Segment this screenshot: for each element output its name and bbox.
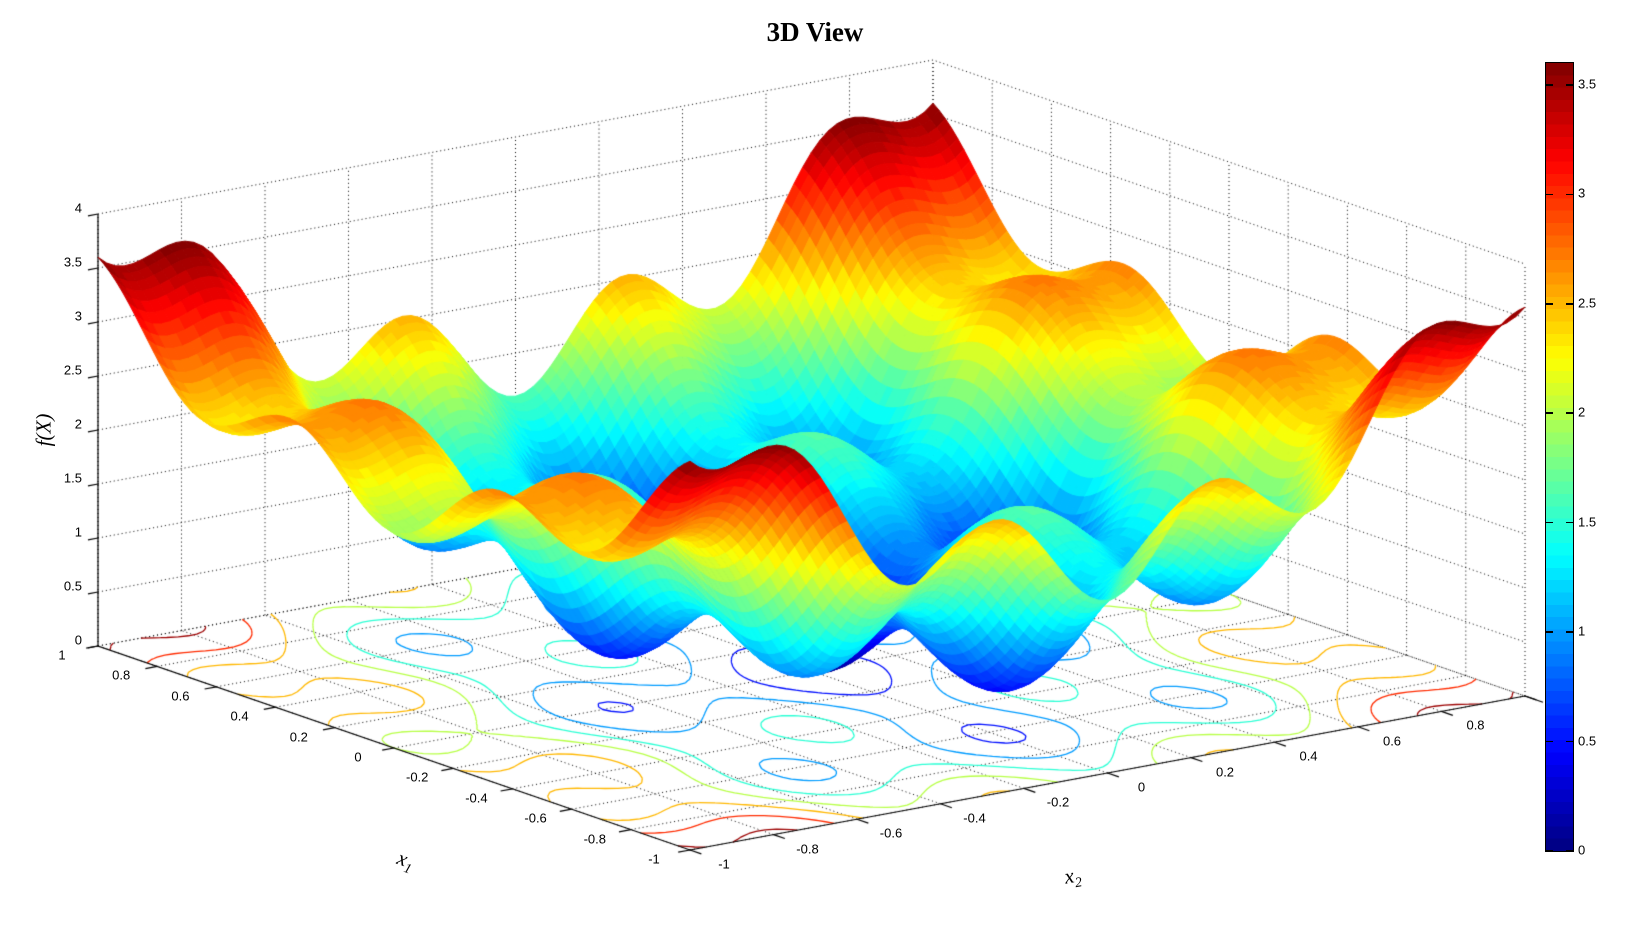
x1-tick-label: 0.4 xyxy=(230,708,249,724)
x2-tick-label: 0.8 xyxy=(1466,717,1485,733)
x1-tick-label: 0.2 xyxy=(289,729,308,745)
colorbar-tick-label: 0.5 xyxy=(1578,733,1597,749)
colorbar-tick-mark-left xyxy=(1546,521,1553,524)
z-axis-label: f(X) xyxy=(31,413,56,447)
x2-tick-label: -0.6 xyxy=(879,825,903,841)
colorbar-tick-mark-right xyxy=(1566,84,1573,86)
z-tick-label: 1 xyxy=(74,524,82,540)
z-tick-label: 3.5 xyxy=(63,254,82,270)
z-tick-label: 2 xyxy=(74,416,82,432)
colorbar-tick-mark-left xyxy=(1546,740,1553,743)
colorbar-tick-mark-right xyxy=(1566,193,1573,196)
x2-tick-label: 0 xyxy=(1137,779,1146,795)
colorbar-tick-mark-right xyxy=(1566,850,1573,852)
x1-tick-label: 1 xyxy=(58,647,66,663)
z-tick-label: 0 xyxy=(74,632,82,648)
x1-tick-label: -0.4 xyxy=(465,790,488,806)
colorbar-tick-label: 1 xyxy=(1578,623,1586,639)
x1-tick-label: -0.2 xyxy=(405,769,429,785)
x1-tick-label: -1 xyxy=(648,851,660,867)
z-tick-label: 2.5 xyxy=(63,362,82,378)
plot-title: 3D View xyxy=(766,17,864,47)
colorbar-tick-label: 2 xyxy=(1578,404,1586,420)
x2-tick-label: -0.2 xyxy=(1046,794,1070,810)
x2-tick-label: -0.4 xyxy=(963,810,986,826)
colorbar-tick-label: 3.5 xyxy=(1578,76,1597,92)
x2-tick-label: 0.4 xyxy=(1299,748,1318,764)
colorbar-tick-mark-left xyxy=(1546,412,1553,415)
z-tick-label: 1.5 xyxy=(63,470,82,486)
colorbar-tick-mark-left xyxy=(1546,84,1553,86)
x2-tick-label: -1 xyxy=(718,856,730,872)
colorbar xyxy=(1545,62,1574,852)
x1-tick-label: -0.6 xyxy=(524,810,547,826)
colorbar-tick-mark-right xyxy=(1566,521,1573,524)
x1-tick-label: 0 xyxy=(354,749,362,765)
colorbar-tick-mark-right xyxy=(1566,740,1573,743)
colorbar-tick-mark-left xyxy=(1546,193,1553,196)
x1-tick-label: 0.8 xyxy=(112,667,131,683)
colorbar-tick-mark-left xyxy=(1546,302,1553,305)
colorbar-tick-mark-left xyxy=(1546,850,1553,852)
x2-tick-label: 0.2 xyxy=(1215,764,1235,780)
z-tick-label: 0.5 xyxy=(63,578,82,594)
x2-tick-label: 0.6 xyxy=(1382,733,1402,749)
z-tick-label: 4 xyxy=(74,200,82,216)
x1-tick-label: 0.6 xyxy=(171,688,190,704)
colorbar-tick-mark-right xyxy=(1566,412,1573,415)
colorbar-gradient xyxy=(1546,63,1573,851)
colorbar-tick-label: 0 xyxy=(1578,842,1586,858)
colorbar-tick-label: 3 xyxy=(1578,185,1586,201)
z-tick-label: 3 xyxy=(74,308,82,324)
colorbar-tick-label: 1.5 xyxy=(1578,514,1597,530)
x2-tick-label: -0.8 xyxy=(796,841,819,857)
colorbar-tick-mark-left xyxy=(1546,631,1553,633)
x1-tick-label: -0.8 xyxy=(583,831,606,847)
colorbar-tick-label: 2.5 xyxy=(1578,295,1597,311)
colorbar-tick-mark-right xyxy=(1566,302,1573,305)
colorbar-tick-mark-right xyxy=(1566,631,1573,633)
